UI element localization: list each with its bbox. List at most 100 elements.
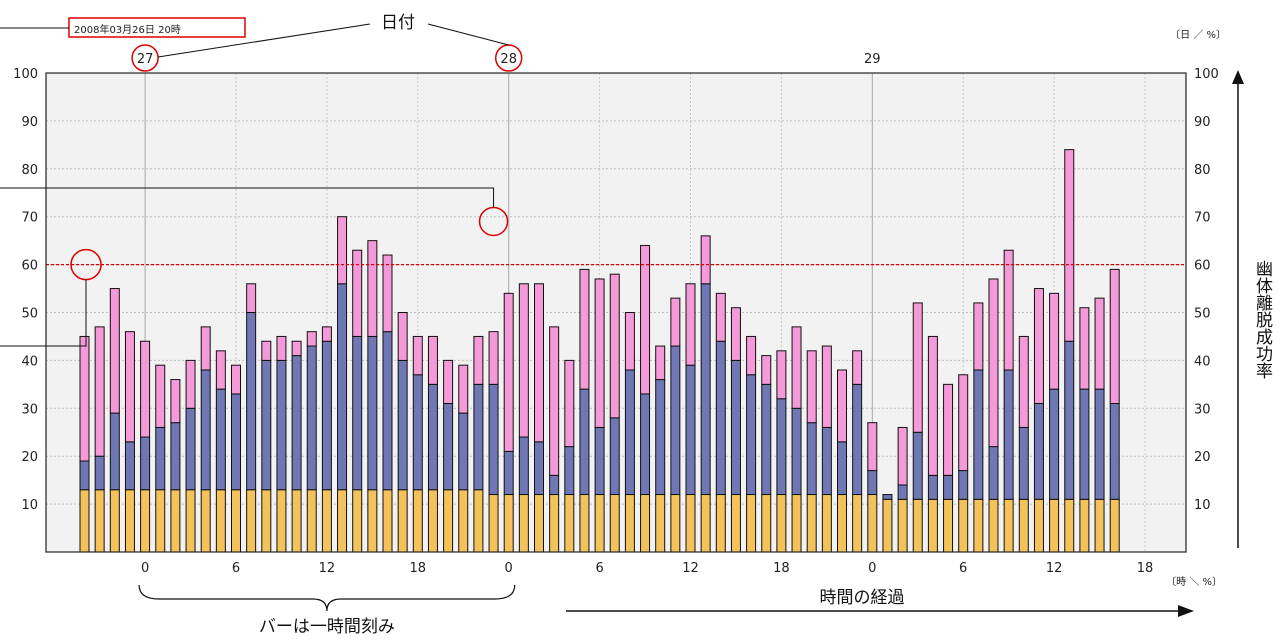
bar-stack [868,423,877,552]
bar-stack [989,279,998,552]
bar-segment-blue [686,365,695,494]
bar-stack [959,375,968,552]
date-leader [428,24,509,45]
y-tick-left: 60 [21,259,38,274]
bar-segment-blue [1019,427,1028,499]
bar-segment-pink [550,327,559,475]
bar-stack [489,332,498,552]
bar-segment-orange [201,490,210,552]
bar-segment-blue [610,418,619,495]
bar-stack [656,346,665,552]
bar-segment-pink [338,217,347,284]
y-tick-right: 40 [1194,354,1211,369]
bar-segment-orange [535,495,544,552]
x-tick-hour: 0 [505,561,513,576]
bar-stack [777,351,786,552]
bar-segment-blue [95,456,104,490]
y-tick-right: 20 [1194,450,1211,465]
bar-stack [913,303,922,552]
bar-segment-blue [459,413,468,490]
bar-segment-pink [822,346,831,427]
bar-stack [247,284,256,552]
bar-segment-orange [913,499,922,552]
bar-segment-pink [474,336,483,384]
bar-segment-orange [731,495,740,552]
bar-segment-blue [792,408,801,494]
bar-segment-orange [1019,499,1028,552]
bar-segment-orange [232,490,241,552]
bar-segment-blue [1050,389,1059,499]
bar-segment-pink [1019,336,1028,427]
y-tick-right: 100 [1194,67,1219,82]
bar-segment-pink [504,293,513,451]
bar-stack [125,332,134,552]
bar-segment-blue [671,346,680,494]
bar-segment-blue [822,427,831,494]
y-tick-right: 30 [1194,402,1211,417]
bar-stack [716,293,725,552]
bar-segment-orange [565,495,574,552]
bar-segment-pink [838,370,847,442]
bar-segment-pink [686,284,695,365]
bar-segment-pink [186,360,195,408]
bar-stack [807,351,816,552]
y-tick-right: 90 [1194,115,1211,130]
bar-segment-orange [1065,499,1074,552]
bar-segment-pink [565,360,574,446]
bar-stack [550,327,559,552]
bar-segment-blue [519,437,528,494]
hour-brace [139,585,515,611]
bar-segment-orange [338,490,347,552]
bar-stack [974,303,983,552]
bar-segment-orange [959,499,968,552]
y-tick-left: 20 [21,450,38,465]
bar-stack [459,365,468,552]
bar-segment-pink [716,293,725,341]
bar-segment-blue [989,447,998,500]
bar-segment-pink [1095,298,1104,389]
bar-segment-pink [262,341,271,360]
bar-segment-blue [1065,341,1074,499]
bar-segment-pink [247,284,256,313]
bar-segment-blue [762,384,771,494]
bar-segment-orange [110,490,119,552]
bar-segment-orange [1050,499,1059,552]
bar-segment-blue [944,475,953,499]
bar-segment-orange [1034,499,1043,552]
bar-stack [625,313,634,553]
bar-segment-orange [853,495,862,552]
bar-stack [474,336,483,552]
bar-segment-pink [913,303,922,432]
bar-segment-blue [171,423,180,490]
bar-stack [1110,269,1119,552]
bar-segment-pink [292,341,301,355]
bar-stack [504,293,513,552]
bar-segment-blue [322,341,331,489]
bar-segment-blue [80,461,89,490]
bar-segment-pink [989,279,998,447]
bar-stack [80,336,89,552]
bar-segment-pink [322,327,331,341]
bar-segment-blue [110,413,119,490]
bar-segment-pink [459,365,468,413]
bar-stack [110,289,119,552]
bar-segment-orange [444,490,453,552]
bar-segment-orange [610,495,619,552]
bar-segment-pink [853,351,862,385]
bar-segment-blue [428,384,437,489]
bar-segment-orange [307,490,316,552]
x-tick-hour: 0 [868,561,876,576]
bar-stack [171,380,180,552]
bar-segment-orange [1080,499,1089,552]
bar-stack [1050,293,1059,552]
bar-segment-blue [141,437,150,490]
bar-segment-orange [974,499,983,552]
bar-stack [671,298,680,552]
bar-segment-pink [1065,150,1074,342]
bar-segment-blue [535,442,544,495]
bar-segment-blue [928,475,937,499]
x-tick-hour: 6 [959,561,967,576]
x-tick-hour: 18 [1137,561,1154,576]
x-tick-hour: 0 [141,561,149,576]
bar-stack [156,365,165,552]
